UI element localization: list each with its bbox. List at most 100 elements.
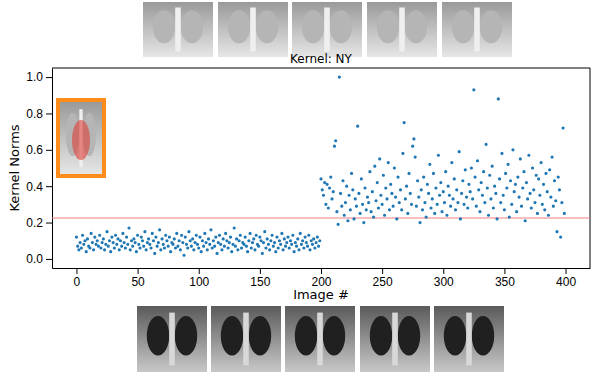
point [114, 234, 117, 237]
tick-label: 1.0 [26, 70, 43, 84]
point [127, 226, 130, 229]
point [203, 232, 206, 235]
point [269, 239, 272, 242]
point [206, 248, 209, 251]
point [482, 170, 485, 173]
point [226, 246, 229, 249]
point [535, 174, 538, 177]
y-tick: 0.4 [26, 180, 52, 194]
x-tick: 300 [434, 268, 454, 289]
point [444, 170, 447, 173]
point [362, 221, 365, 224]
point [381, 203, 384, 206]
thumbnail [211, 306, 281, 372]
point [417, 195, 420, 198]
point [537, 177, 540, 180]
thumbnail-ground [60, 102, 102, 174]
thumbnail-ground [367, 2, 437, 57]
y-tick: 0.8 [26, 107, 52, 121]
thumbnail-spine [474, 8, 480, 52]
x-axis-title: Image # [293, 287, 349, 302]
point [267, 243, 270, 246]
point [92, 248, 95, 251]
point [316, 235, 319, 238]
point [405, 185, 408, 188]
point [394, 195, 397, 198]
point [277, 246, 280, 249]
point [299, 232, 302, 235]
point [315, 241, 318, 244]
point [445, 214, 448, 217]
point [160, 237, 163, 240]
point [410, 203, 413, 206]
point [129, 248, 132, 251]
point [530, 206, 533, 209]
point [378, 157, 381, 160]
x-tick: 150 [250, 268, 270, 289]
tick-mark [199, 268, 200, 274]
point [300, 243, 303, 246]
point [443, 201, 446, 204]
point [505, 186, 508, 189]
point [497, 97, 500, 100]
point [101, 241, 104, 244]
point [426, 183, 429, 186]
thumbnail-lung [221, 316, 243, 356]
point [236, 248, 239, 251]
inset-highlight [72, 120, 90, 160]
thumbnail-lung [153, 10, 175, 43]
point [481, 194, 484, 197]
point [475, 205, 478, 208]
point [318, 239, 321, 242]
point [492, 206, 495, 209]
point [88, 246, 91, 249]
point [322, 194, 325, 197]
point [162, 243, 165, 246]
point [466, 206, 469, 209]
point [412, 137, 415, 140]
thumbnail [360, 306, 430, 372]
thumbnail-ground [218, 2, 288, 57]
point [478, 210, 481, 213]
point [311, 243, 314, 246]
x-tick: 0 [74, 268, 81, 289]
point [543, 208, 546, 211]
point [388, 208, 391, 211]
point [349, 208, 352, 211]
point [123, 241, 126, 244]
point [554, 199, 557, 202]
point [108, 239, 111, 242]
point [472, 88, 475, 91]
point [147, 237, 150, 240]
point [255, 234, 258, 237]
point [455, 188, 458, 191]
point [396, 175, 399, 178]
point [548, 168, 551, 171]
thumbnail-ground [137, 306, 207, 372]
thumbnail [143, 2, 213, 57]
thumbnail [285, 306, 355, 372]
point [520, 205, 523, 208]
thumbnail-spine [169, 313, 175, 366]
point [294, 241, 297, 244]
point [261, 252, 264, 255]
point [560, 201, 563, 204]
point [337, 223, 340, 226]
point [151, 232, 154, 235]
point [528, 192, 531, 195]
point [266, 237, 269, 240]
point [289, 239, 292, 242]
point [184, 235, 187, 238]
point [406, 212, 409, 215]
thumbnail-spine [392, 313, 398, 366]
point [191, 237, 194, 240]
point [440, 210, 443, 213]
point [461, 179, 464, 182]
point [460, 192, 463, 195]
point [290, 243, 293, 246]
point [212, 239, 215, 242]
point [400, 208, 403, 211]
tick-label: 0 [74, 275, 81, 289]
point [360, 177, 363, 180]
point [511, 148, 514, 151]
